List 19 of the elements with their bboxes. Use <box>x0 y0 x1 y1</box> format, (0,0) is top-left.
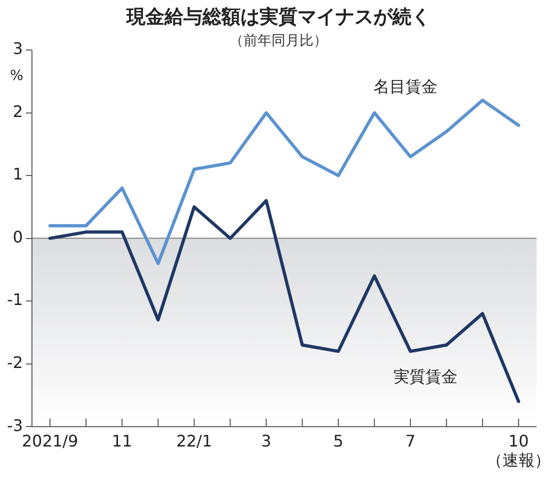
y-tick-label: 3 <box>12 39 23 58</box>
x-tick-label: 10 （速報） <box>486 431 551 470</box>
x-tick-label: 7 <box>405 431 416 450</box>
x-tick-label: 2021/9 <box>22 431 78 450</box>
chart-title: 現金給与総額は実質マイナスが続く <box>125 5 432 30</box>
y-tick-label: 2 <box>12 102 23 121</box>
y-tick-label: -2 <box>7 352 23 372</box>
x-tick-label: 5 <box>333 431 344 450</box>
y-axis-title: % <box>10 68 24 84</box>
x-tick-label: 3 <box>261 431 272 450</box>
x-tick-label: 22/1 <box>176 431 212 450</box>
y-tick-label: -3 <box>7 416 23 435</box>
chart-subtitle: （前年同月比） <box>230 33 328 49</box>
y-tick-label: -1 <box>7 290 23 310</box>
series-label: 実質賃金 <box>394 366 458 386</box>
y-tick-label: 1 <box>12 164 23 184</box>
x-tick-label: 11 <box>112 431 132 450</box>
series-label: 名目賃金 <box>373 76 438 96</box>
y-tick-label: 0 <box>12 227 23 246</box>
